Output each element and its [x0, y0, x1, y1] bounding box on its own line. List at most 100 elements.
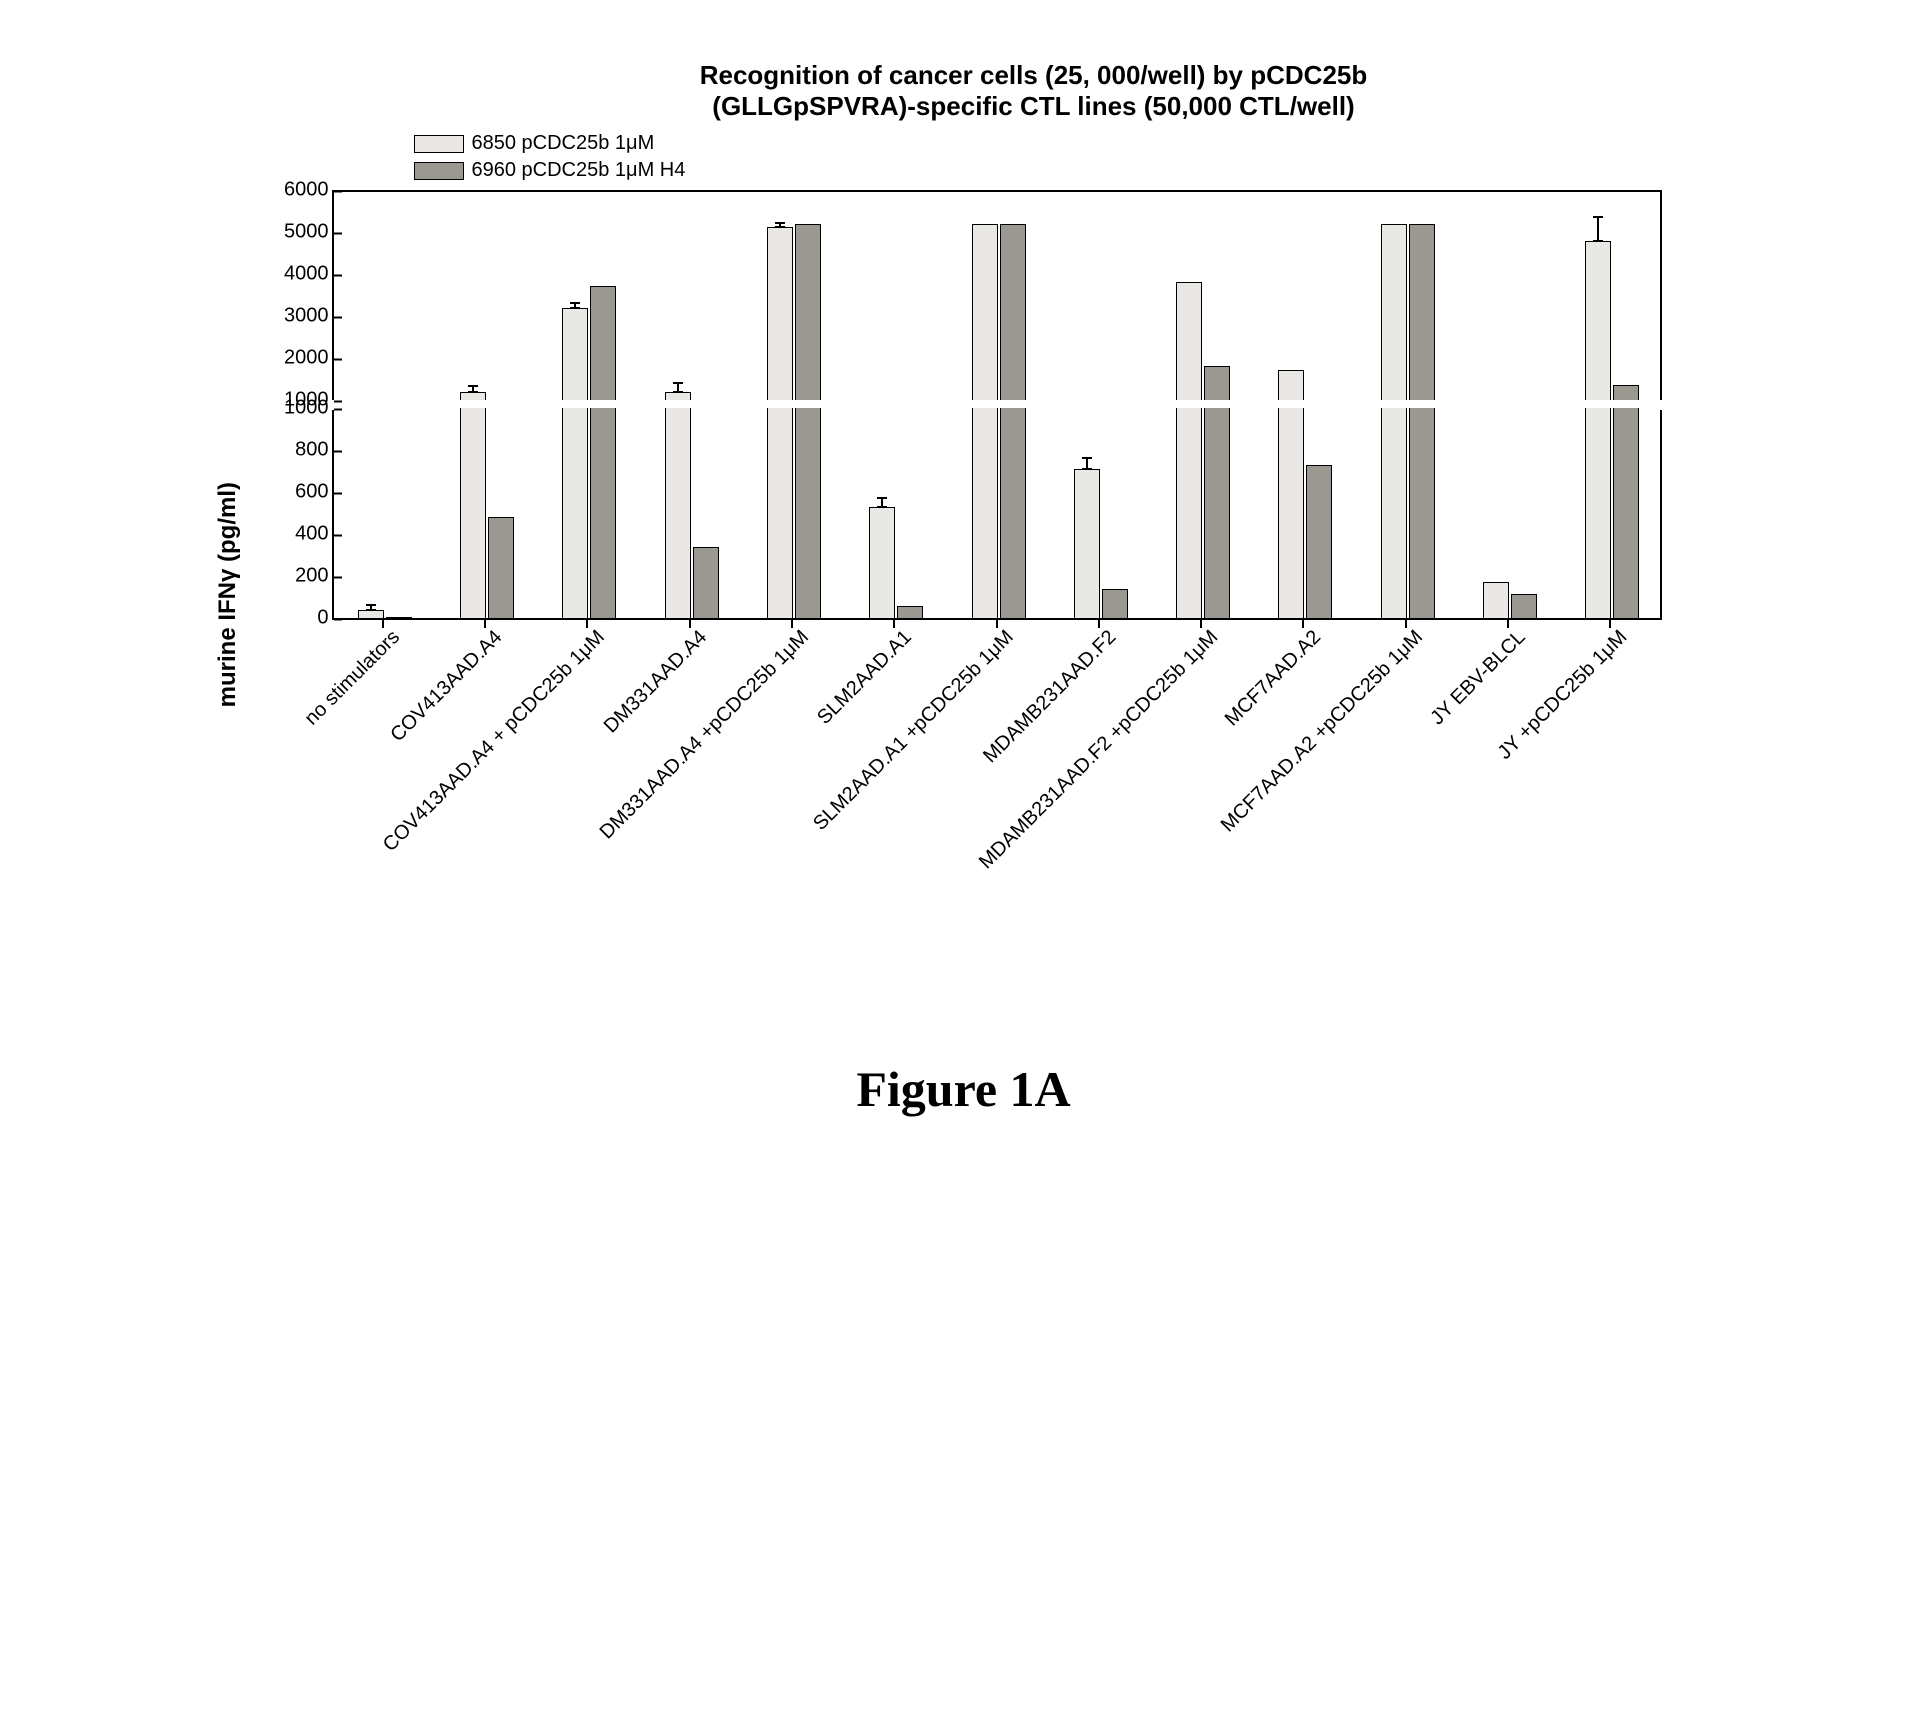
- y-tick-label: 200: [264, 565, 329, 588]
- x-tick: [1405, 620, 1407, 628]
- bar-group: [358, 610, 412, 618]
- y-tick-label: 1000: [264, 397, 329, 420]
- bar: [795, 224, 821, 400]
- x-tick: [382, 620, 384, 628]
- chart-outer: murine IFNγ (pg/ml) 10002000300040005000…: [214, 190, 1714, 1000]
- bar: [460, 392, 486, 400]
- x-tick: [1609, 620, 1611, 628]
- bar-group: [1585, 408, 1639, 618]
- bar: [1000, 408, 1026, 618]
- bar: [1483, 582, 1509, 618]
- bar: [460, 408, 486, 618]
- x-tick-label: MCF7AAD.A2 +pCDC25b 1μM: [1217, 626, 1428, 837]
- y-tick-label: 2000: [264, 347, 329, 370]
- bar: [1613, 385, 1639, 400]
- x-tick: [791, 620, 793, 628]
- bar: [1204, 366, 1230, 400]
- bar: [1585, 241, 1611, 400]
- bar: [1511, 594, 1537, 618]
- bar: [665, 408, 691, 618]
- y-tick-label: 0: [264, 607, 329, 630]
- bar: [590, 408, 616, 618]
- bar: [562, 308, 588, 400]
- bar: [693, 547, 719, 618]
- bar: [1204, 408, 1230, 618]
- legend-item: 6960 pCDC25b 1μM H4: [414, 159, 1714, 182]
- bar: [386, 617, 412, 618]
- figure-caption: Figure 1A: [214, 1060, 1714, 1118]
- bar-group: [869, 507, 923, 618]
- error-bar: [472, 385, 474, 393]
- error-bar: [677, 382, 679, 393]
- bar-group: [972, 408, 1026, 618]
- x-tick: [1098, 620, 1100, 628]
- legend-label: 6960 pCDC25b 1μM H4: [472, 159, 686, 182]
- bar: [665, 392, 691, 400]
- bar: [590, 286, 616, 400]
- bar: [488, 517, 514, 618]
- bar: [767, 408, 793, 618]
- bar-group: [1278, 408, 1332, 618]
- bar: [358, 610, 384, 618]
- y-tick-label: 400: [264, 523, 329, 546]
- bar: [1585, 408, 1611, 618]
- y-tick-label: 5000: [264, 221, 329, 244]
- x-tick-label: DM331AAD.A4: [600, 626, 712, 738]
- x-tick: [484, 620, 486, 628]
- bars-lower: [334, 410, 1660, 618]
- bar: [1102, 589, 1128, 618]
- x-tick: [586, 620, 588, 628]
- x-tick-label: SLM2AAD.A1 +pCDC25b 1μM: [809, 626, 1019, 836]
- y-tick-label: 800: [264, 439, 329, 462]
- panel-lower: 02004006008001000: [332, 410, 1662, 620]
- bar-group: [460, 408, 514, 618]
- bar-group: [972, 224, 1026, 400]
- figure-wrap: Recognition of cancer cells (25, 000/wel…: [214, 60, 1714, 1118]
- bar-group: [1074, 469, 1128, 618]
- x-tick-label: no stimulators: [301, 626, 405, 730]
- x-tick-label: COV413AAD.A4 + pCDC25b 1μM: [379, 626, 610, 857]
- x-tick: [893, 620, 895, 628]
- bar: [897, 606, 923, 618]
- error-bar: [370, 604, 372, 610]
- y-axis-label: murine IFNγ (pg/ml): [214, 482, 242, 707]
- bar-group: [665, 408, 719, 618]
- legend: 6850 pCDC25b 1μM 6960 pCDC25b 1μM H4: [414, 132, 1714, 182]
- y-tick-label: 600: [264, 481, 329, 504]
- bar-group: [1585, 241, 1639, 400]
- bar: [1278, 370, 1304, 400]
- bar-group: [767, 224, 821, 400]
- bar: [1409, 224, 1435, 400]
- bar: [1176, 282, 1202, 400]
- legend-label: 6850 pCDC25b 1μM: [472, 132, 655, 155]
- error-bar: [574, 302, 576, 310]
- x-tick: [996, 620, 998, 628]
- bar-group: [767, 408, 821, 618]
- bar-group: [1176, 282, 1230, 400]
- bar-group: [460, 392, 514, 400]
- bar: [1613, 408, 1639, 618]
- chart-body: 100020003000400050006000 020040060080010…: [252, 190, 1714, 1000]
- x-tick: [1507, 620, 1509, 628]
- y-tick-label: 6000: [264, 179, 329, 202]
- error-bar: [779, 222, 781, 228]
- legend-item: 6850 pCDC25b 1μM: [414, 132, 1714, 155]
- x-tick-label: MCF7AAD.A2: [1221, 626, 1326, 731]
- bar: [1306, 465, 1332, 618]
- x-tick: [1200, 620, 1202, 628]
- bar-group: [562, 408, 616, 618]
- error-bar: [1086, 457, 1088, 470]
- y-tick-label: 4000: [264, 263, 329, 286]
- bar-group: [1483, 582, 1537, 618]
- bar: [1000, 224, 1026, 400]
- x-tick-label: JY EBV-BLCL: [1426, 626, 1530, 730]
- x-tick: [689, 620, 691, 628]
- bar: [1381, 224, 1407, 400]
- x-tick-label: DM331AAD.A4 +pCDC25b 1μM: [596, 626, 814, 844]
- bar: [562, 408, 588, 618]
- bar-group: [665, 392, 719, 400]
- bar: [1409, 408, 1435, 618]
- bar: [1278, 408, 1304, 618]
- bars-upper: [334, 192, 1660, 400]
- bar-group: [1381, 224, 1435, 400]
